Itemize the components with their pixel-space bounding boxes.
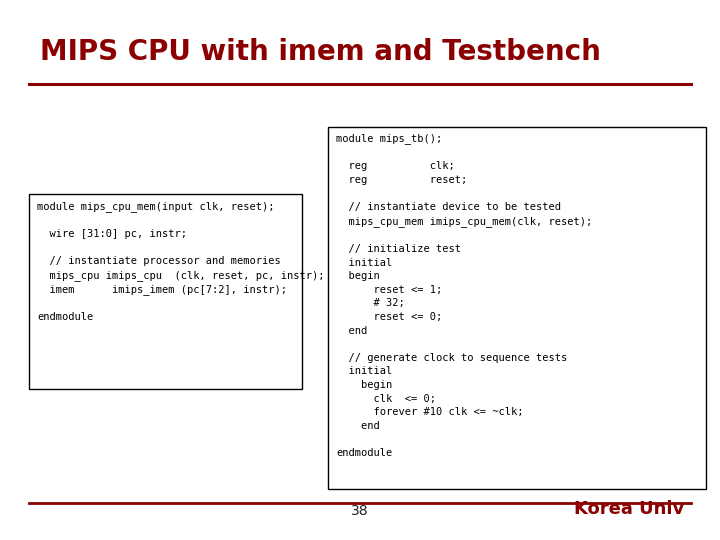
Text: 38: 38 (351, 504, 369, 518)
Text: module mips_cpu_mem(input clk, reset);

  wire [31:0] pc, instr;

  // instantia: module mips_cpu_mem(input clk, reset); w… (37, 201, 325, 322)
Bar (29, 194, 302, 389)
Text: Korea Univ: Korea Univ (574, 501, 684, 518)
Text: module mips_tb();

  reg          clk;
  reg          reset;

  // instantiate d: module mips_tb(); reg clk; reg reset; //… (336, 133, 593, 458)
Bar (328, 127, 706, 489)
Text: MIPS CPU with imem and Testbench: MIPS CPU with imem and Testbench (40, 38, 600, 66)
